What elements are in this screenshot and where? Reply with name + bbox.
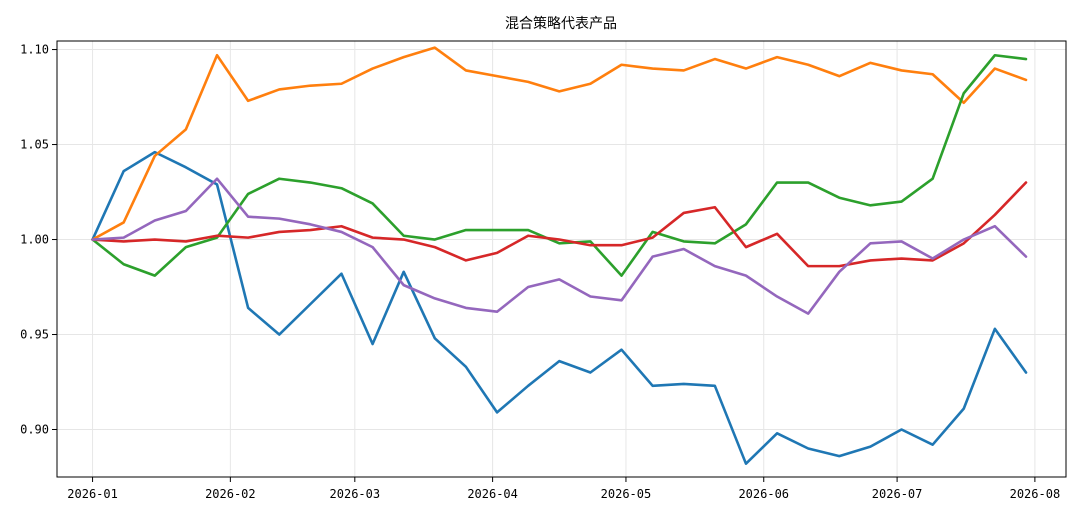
y-axis: 0.90 0.95 1.00 1.05 1.10 [20, 43, 57, 437]
plot-frame [56, 40, 1067, 478]
x-axis: 2026-01 2026-02 2026-03 2026-04 2026-05 2026-… [67, 477, 1060, 501]
x-tick-label: 2026-02 [205, 487, 256, 501]
x-tick-label: 2026-03 [330, 487, 381, 501]
series-line-5 [91, 177, 1028, 315]
y-tick-label: 1.05 [20, 138, 49, 152]
y-tick-label: 1.10 [20, 43, 49, 57]
x-tick-label: 2026-04 [467, 487, 518, 501]
x-tick-label: 2026-01 [67, 487, 118, 501]
series-line-1 [91, 150, 1028, 466]
grid [57, 41, 1066, 477]
series-layer [91, 46, 1028, 466]
series-line-4 [91, 181, 1028, 268]
y-tick-label: 1.00 [20, 233, 49, 247]
x-tick-label: 2026-05 [601, 487, 652, 501]
series-line-2 [91, 46, 1028, 241]
chart-title: 混合策略代表产品 [505, 15, 617, 32]
x-tick-label: 2026-06 [738, 487, 789, 501]
x-tick-label: 2026-07 [872, 487, 923, 501]
x-tick-label: 2026-08 [1010, 487, 1061, 501]
series-line-3 [91, 53, 1028, 277]
y-tick-label: 0.95 [20, 328, 49, 342]
y-tick-label: 0.90 [20, 423, 49, 437]
